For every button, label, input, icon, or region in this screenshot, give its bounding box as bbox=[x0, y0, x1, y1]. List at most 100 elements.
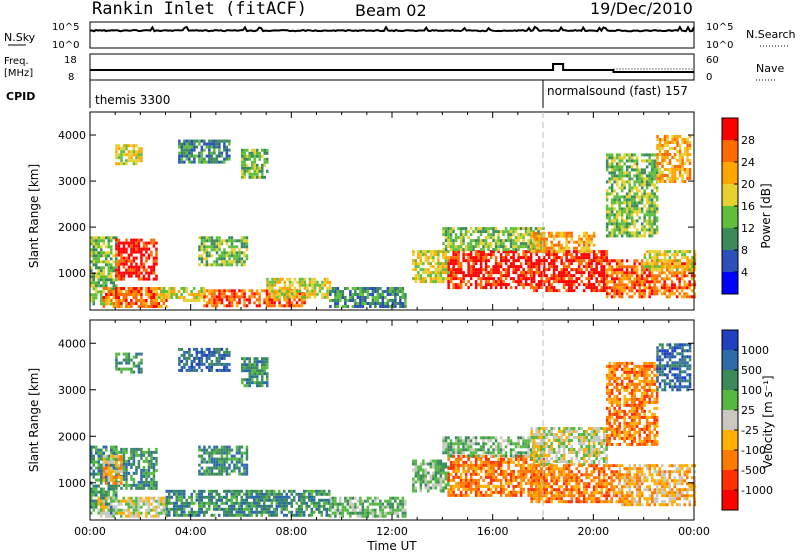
data-cell bbox=[605, 234, 609, 238]
data-cell bbox=[310, 489, 313, 493]
data-cell bbox=[532, 248, 535, 252]
data-cell bbox=[364, 296, 367, 299]
data-cell bbox=[570, 256, 573, 260]
data-cell bbox=[167, 296, 171, 299]
data-cell bbox=[530, 243, 533, 247]
data-cell bbox=[512, 250, 515, 254]
data-cell bbox=[95, 460, 98, 464]
data-cell bbox=[655, 280, 659, 284]
data-cell bbox=[610, 274, 614, 278]
data-cell bbox=[655, 186, 659, 190]
data-cell bbox=[650, 198, 654, 202]
data-cell bbox=[660, 286, 664, 290]
data-cell bbox=[125, 144, 128, 148]
data-cell bbox=[608, 231, 611, 235]
data-cell bbox=[198, 236, 201, 240]
data-cell bbox=[592, 283, 596, 287]
data-cell bbox=[633, 271, 636, 275]
data-cell bbox=[135, 496, 138, 500]
data-cell bbox=[165, 495, 168, 499]
data-cell bbox=[130, 453, 133, 457]
data-cell bbox=[638, 171, 641, 175]
data-cell bbox=[273, 498, 276, 502]
data-cell bbox=[238, 251, 241, 255]
data-cell bbox=[102, 466, 106, 470]
data-cell bbox=[447, 256, 450, 260]
data-cell bbox=[643, 216, 646, 220]
data-cell bbox=[394, 508, 397, 512]
data-cell bbox=[447, 286, 450, 290]
data-cell bbox=[648, 271, 651, 275]
data-cell bbox=[592, 243, 596, 247]
data-cell bbox=[130, 477, 133, 481]
data-cell bbox=[122, 277, 126, 281]
data-cell bbox=[602, 268, 606, 272]
data-cell bbox=[555, 265, 558, 269]
data-cell bbox=[688, 295, 691, 299]
data-cell bbox=[671, 265, 674, 269]
data-cell bbox=[102, 236, 105, 240]
data-cell bbox=[562, 246, 566, 250]
data-cell bbox=[268, 495, 271, 499]
data-cell bbox=[318, 286, 322, 290]
data-cell bbox=[597, 262, 601, 266]
data-cell bbox=[248, 510, 251, 514]
data-cell bbox=[137, 496, 141, 500]
data-cell bbox=[110, 302, 113, 306]
data-cell bbox=[202, 290, 206, 293]
data-cell bbox=[595, 286, 598, 290]
data-cell bbox=[444, 248, 448, 252]
data-cell bbox=[127, 511, 130, 515]
data-cell bbox=[494, 283, 498, 287]
data-cell bbox=[235, 257, 239, 261]
data-cell bbox=[250, 501, 253, 505]
data-cell bbox=[432, 277, 435, 281]
data-cell bbox=[522, 283, 525, 287]
data-cell bbox=[567, 240, 571, 244]
data-cell bbox=[356, 499, 360, 503]
data-cell bbox=[110, 514, 113, 518]
data-cell bbox=[178, 359, 181, 363]
data-cell bbox=[225, 489, 228, 493]
data-cell bbox=[542, 259, 546, 263]
data-cell bbox=[638, 195, 641, 199]
data-cell bbox=[95, 239, 98, 243]
data-cell bbox=[107, 478, 111, 482]
data-cell bbox=[542, 256, 546, 260]
data-cell bbox=[623, 231, 626, 235]
data-cell bbox=[585, 265, 588, 269]
data-cell bbox=[130, 150, 133, 154]
data-cell bbox=[386, 302, 390, 305]
data-cell bbox=[492, 230, 495, 234]
data-cell bbox=[326, 295, 329, 299]
data-cell bbox=[671, 177, 674, 180]
data-cell bbox=[215, 142, 219, 146]
data-cell bbox=[595, 277, 598, 281]
data-cell bbox=[105, 284, 108, 288]
data-cell bbox=[429, 256, 433, 260]
data-cell bbox=[537, 286, 541, 290]
data-cell bbox=[261, 163, 264, 167]
data-cell bbox=[115, 260, 118, 264]
data-cell bbox=[208, 507, 211, 511]
data-cell bbox=[213, 513, 216, 517]
data-cell bbox=[125, 238, 128, 242]
data-cell bbox=[640, 171, 644, 175]
data-cell bbox=[225, 289, 229, 293]
data-cell bbox=[671, 165, 674, 168]
data-cell bbox=[268, 286, 272, 290]
data-cell bbox=[182, 299, 186, 302]
data-cell bbox=[132, 268, 136, 272]
data-cell bbox=[188, 353, 191, 357]
data-cell bbox=[522, 277, 525, 281]
data-cell bbox=[557, 231, 561, 235]
data-cell bbox=[112, 478, 116, 482]
data-cell bbox=[235, 292, 239, 296]
data-cell bbox=[266, 283, 269, 287]
data-cell bbox=[200, 245, 204, 249]
data-cell bbox=[623, 219, 626, 223]
data-cell bbox=[268, 292, 271, 296]
data-cell bbox=[650, 234, 654, 238]
data-cell bbox=[127, 290, 131, 293]
